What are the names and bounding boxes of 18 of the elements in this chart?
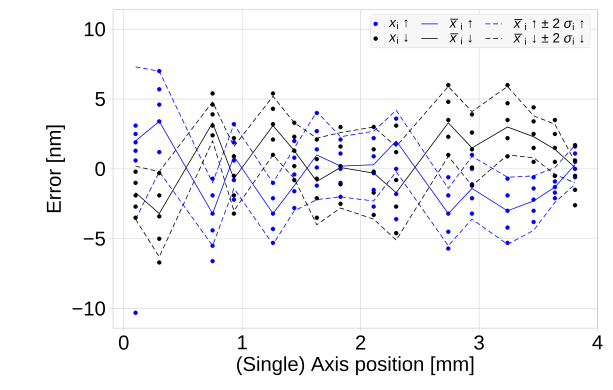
x-axis-title: (Single) Axis position [mm] [237,356,474,376]
legend-label: x$_{i}$ ↓ [388,34,408,44]
legend-label: x̅$_{i}$ ↓ ± 2 σ$_{i}$ ↓ [513,33,584,45]
y-tick-label: 5 [95,92,105,106]
legend-label: x̅$_{i}$ ↑ ± 2 σ$_{i}$ ↑ [513,18,584,30]
y-tick-label: −5 [84,232,105,246]
x-tick-label: 2 [356,335,366,350]
y-tick-label: 10 [84,22,106,36]
legend-label: x̅$_{i}$ ↑ [449,18,472,30]
legend-label: x̅$_{i}$ ↓ [449,33,472,44]
y-tick-label: −10 [72,301,106,316]
y-axis-title: Error [nm] [46,126,65,212]
x-tick-label: 4 [592,335,603,350]
y-tick-label: 0 [95,162,106,176]
x-tick-label: 1 [238,335,247,350]
x-tick-label: 0 [118,335,129,350]
x-tick-label: 3 [474,335,484,350]
legend-label: x$_{i}$ ↑ [388,19,408,30]
